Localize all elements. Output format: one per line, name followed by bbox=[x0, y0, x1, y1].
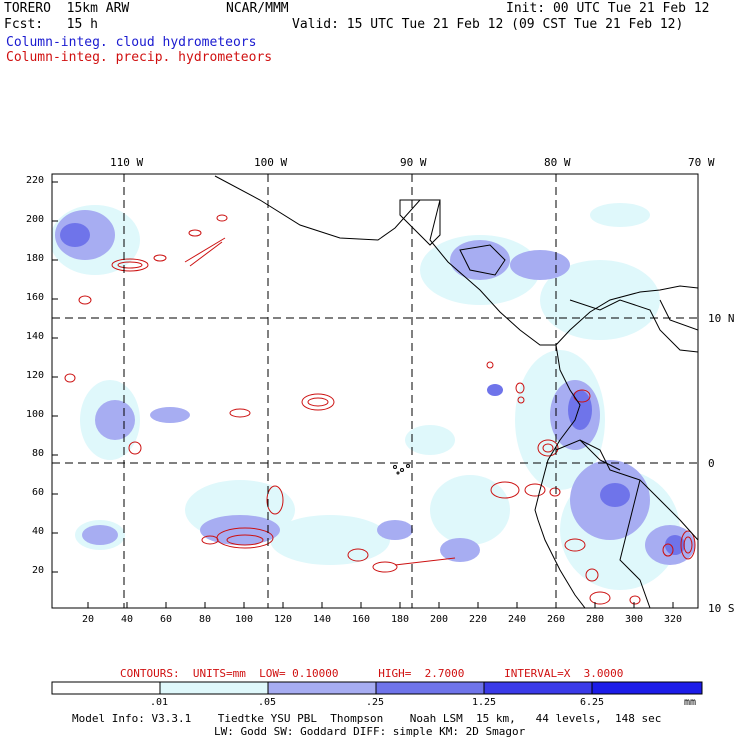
lat-label: 0 bbox=[708, 457, 715, 470]
lat-lon-grid bbox=[52, 174, 698, 608]
colorbar bbox=[51, 681, 703, 695]
y-tick-label: 80 bbox=[32, 448, 45, 459]
x-tick-label: 300 bbox=[625, 614, 644, 625]
lat-label: 10 N bbox=[708, 312, 735, 325]
colorbar-unit: mm bbox=[684, 697, 697, 708]
contour-info: CONTOURS: UNITS=mm LOW= 0.10000 HIGH= 2.… bbox=[120, 667, 624, 680]
x-tick-label: 240 bbox=[508, 614, 527, 625]
lat-label: 10 S bbox=[708, 602, 735, 615]
x-tick-label: 140 bbox=[313, 614, 332, 625]
y-tick-label: 20 bbox=[32, 565, 45, 576]
valid-time: Valid: 15 UTC Tue 21 Feb 12 (09 CST Tue … bbox=[292, 17, 684, 32]
physics-info: LW: Godd SW: Goddard DIFF: simple KM: 2D… bbox=[214, 725, 526, 738]
y-tick-label: 40 bbox=[32, 526, 45, 537]
x-tick-label: 180 bbox=[391, 614, 410, 625]
coastlines bbox=[214, 175, 698, 608]
legend-cloud: Column-integ. cloud hydrometeors bbox=[6, 35, 257, 50]
x-tick-label: 200 bbox=[430, 614, 449, 625]
x-tick-label: 320 bbox=[664, 614, 683, 625]
forecast-hour: Fcst: 15 h bbox=[4, 17, 98, 32]
cloud-field-dark bbox=[60, 223, 685, 555]
lon-label: 90 W bbox=[400, 156, 427, 169]
y-tick-label: 220 bbox=[26, 175, 45, 186]
x-tick-label: 280 bbox=[586, 614, 605, 625]
y-tick-label: 200 bbox=[26, 214, 45, 225]
colorbar-label: .01 bbox=[150, 697, 169, 708]
colorbar-label: .25 bbox=[366, 697, 385, 708]
precip-contours bbox=[64, 214, 696, 605]
legend-precip: Column-integ. precip. hydrometeors bbox=[6, 50, 273, 65]
model-title: TORERO 15km ARW bbox=[4, 1, 130, 16]
x-tick-label: 40 bbox=[121, 614, 134, 625]
y-tick-label: 180 bbox=[26, 253, 45, 264]
colorbar-label: 6.25 bbox=[580, 697, 605, 708]
lon-label: 110 W bbox=[110, 156, 144, 169]
x-tick-label: 220 bbox=[469, 614, 488, 625]
x-tick-label: 80 bbox=[199, 614, 212, 625]
lon-label: 80 W bbox=[544, 156, 571, 169]
y-tick-label: 60 bbox=[32, 487, 45, 498]
colorbar-label: 1.25 bbox=[472, 697, 497, 708]
x-tick-label: 260 bbox=[547, 614, 566, 625]
x-tick-marks bbox=[87, 602, 674, 608]
lon-label: 100 W bbox=[254, 156, 288, 169]
y-tick-label: 160 bbox=[26, 292, 45, 303]
init-time: Init: 00 UTC Tue 21 Feb 12 bbox=[506, 1, 710, 16]
x-tick-label: 20 bbox=[82, 614, 95, 625]
x-tick-label: 120 bbox=[274, 614, 293, 625]
x-tick-label: 100 bbox=[235, 614, 254, 625]
lon-label: 70 W bbox=[688, 156, 715, 169]
y-tick-label: 100 bbox=[26, 409, 45, 420]
model-info: Model Info: V3.3.1 Tiedtke YSU PBL Thomp… bbox=[72, 712, 662, 725]
map-frame bbox=[51, 173, 699, 609]
x-tick-label: 60 bbox=[160, 614, 173, 625]
x-tick-label: 160 bbox=[352, 614, 371, 625]
colorbar-label: .05 bbox=[258, 697, 277, 708]
org-name: NCAR/MMM bbox=[226, 1, 289, 16]
y-tick-label: 120 bbox=[26, 370, 45, 381]
map-fields bbox=[52, 174, 698, 608]
y-tick-marks bbox=[52, 181, 58, 573]
y-tick-label: 140 bbox=[26, 331, 45, 342]
